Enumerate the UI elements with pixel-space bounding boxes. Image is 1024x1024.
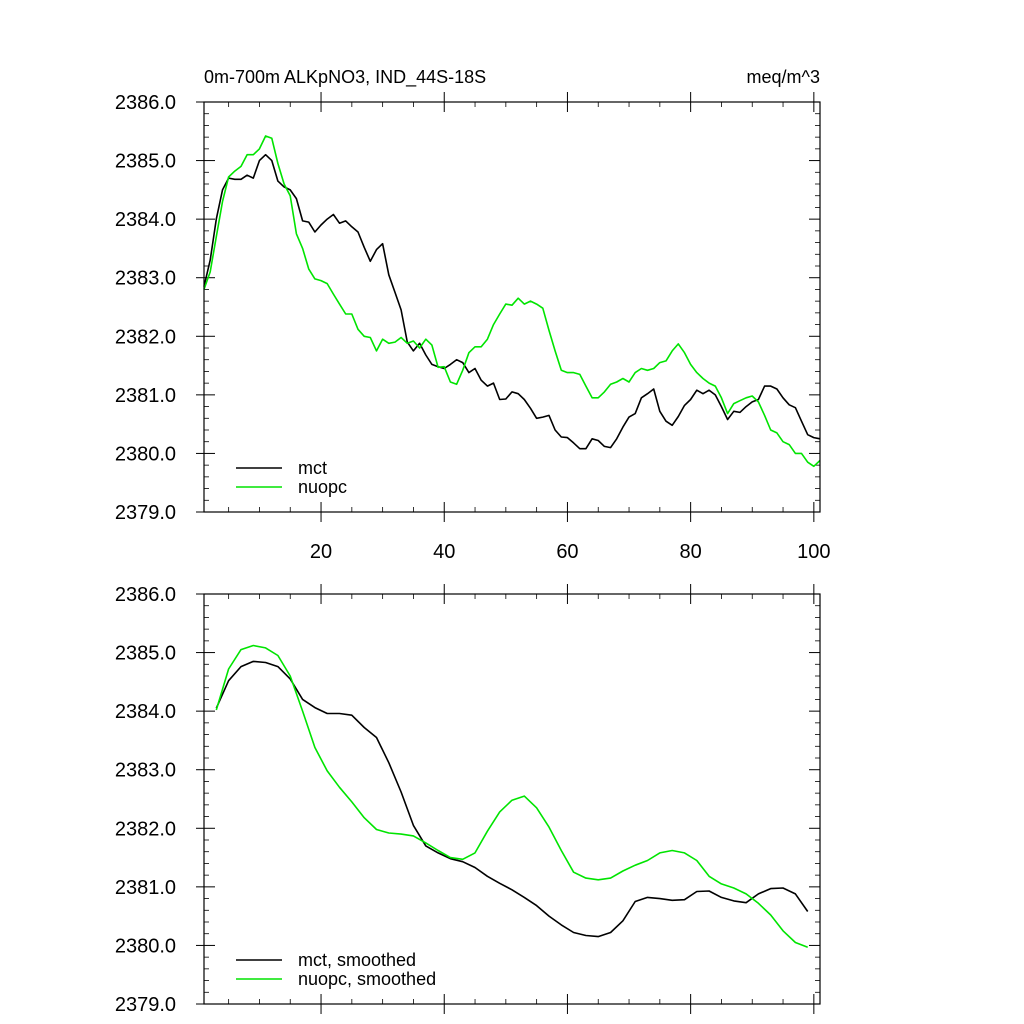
top-y-tick-label: 2384.0: [115, 209, 176, 231]
top-x-tick-label: 20: [310, 541, 332, 563]
top-x-tick-label: 60: [556, 541, 578, 563]
top-x-tick-labels: 20 40 60 80 100: [310, 541, 831, 563]
top-panel: 0m-700m ALKpNO3, IND_44S-18S meq/m^3 237…: [115, 67, 831, 563]
top-y-tick-label: 2380.0: [115, 443, 176, 465]
bottom-series: [215, 644, 809, 948]
bottom-series-line-mct-smoothed: [215, 660, 809, 938]
top-y-tick-labels: 2379.0 2380.0 2381.0 2382.0 2383.0 2384.0 2385…: [115, 92, 176, 524]
bottom-y-tick-labels: 2379.0 2380.0 2381.0 2382.0 2383.0 2384.0 2385…: [115, 584, 176, 1016]
top-x-tick-label: 100: [797, 541, 830, 563]
top-series-line-mct: [203, 153, 821, 450]
top-y-tick-label: 2385.0: [115, 151, 176, 173]
bottom-y-tick-label: 2382.0: [115, 818, 176, 840]
bottom-legend-label: mct, smoothed: [298, 950, 416, 970]
bottom-legend-label: nuopc, smoothed: [298, 969, 436, 989]
top-x-tick-label: 80: [680, 541, 702, 563]
bottom-grid-ticks: [196, 584, 820, 1014]
bottom-y-tick-label: 2380.0: [115, 935, 176, 957]
top-legend-label: mct: [298, 458, 327, 478]
top-plot-frame: [203, 101, 821, 513]
top-y-tick-label: 2386.0: [115, 92, 176, 114]
top-series-line-nuopc: [203, 135, 821, 468]
chart-title: 0m-700m ALKpNO3, IND_44S-18S: [204, 67, 486, 88]
top-x-tick-label: 40: [433, 541, 455, 563]
bottom-y-tick-label: 2384.0: [115, 701, 176, 723]
bottom-y-tick-label: 2386.0: [115, 584, 176, 606]
top-y-tick-label: 2383.0: [115, 268, 176, 290]
top-grid-ticks: [196, 92, 820, 522]
top-y-tick-label: 2382.0: [115, 326, 176, 348]
bottom-plot-frame: [203, 593, 821, 1005]
top-series: [203, 135, 821, 468]
top-y-tick-label: 2381.0: [115, 385, 176, 407]
bottom-y-tick-label: 2381.0: [115, 877, 176, 899]
bottom-y-tick-label: 2385.0: [115, 643, 176, 665]
top-legend-label: nuopc: [298, 477, 347, 497]
units-label: meq/m^3: [747, 67, 820, 87]
bottom-y-tick-label: 2379.0: [115, 994, 176, 1016]
bottom-panel: 2379.0 2380.0 2381.0 2382.0 2383.0 2384.0 2385…: [115, 584, 821, 1016]
bottom-series-line-nuopc-smoothed: [215, 644, 808, 948]
bottom-y-tick-label: 2383.0: [115, 760, 176, 782]
top-y-tick-label: 2379.0: [115, 502, 176, 524]
